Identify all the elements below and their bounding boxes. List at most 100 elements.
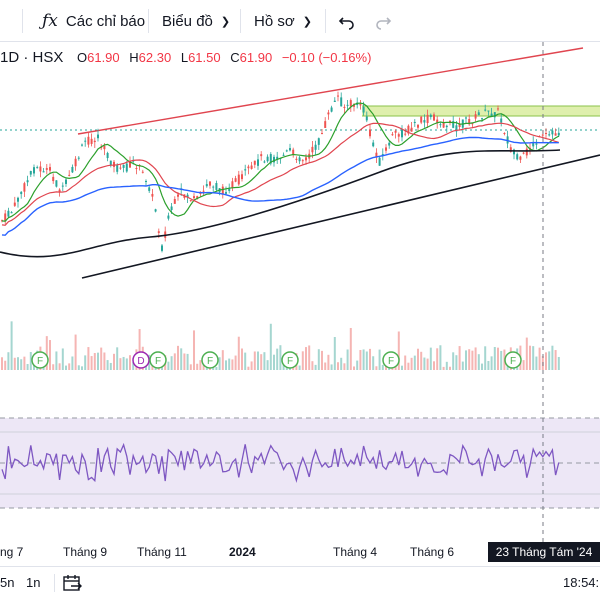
candle-body (81, 144, 83, 146)
toolbar-divider (22, 9, 23, 33)
volume-bar (193, 330, 195, 370)
candle-body (545, 132, 547, 134)
volume-bar (535, 356, 538, 370)
candle-body (234, 178, 237, 182)
volume-bar (417, 348, 419, 370)
candle-body (1, 220, 3, 222)
toolbar-divider (325, 9, 326, 33)
volume-bar (452, 352, 455, 370)
candle-body (426, 114, 429, 124)
volume-bar (269, 323, 272, 370)
candle-body (513, 149, 515, 155)
event-marker-f[interactable]: F (281, 351, 299, 369)
candle-body (189, 200, 192, 202)
fx-icon: ƒx (42, 11, 58, 31)
high-key: H (129, 50, 139, 65)
volume-bar (420, 351, 423, 370)
chart-type-label: Biểu đồ (162, 12, 213, 30)
candle-body (295, 158, 298, 160)
event-marker-d[interactable]: D (132, 351, 150, 369)
volume-bar (199, 360, 202, 370)
low-value: 61.50 (188, 50, 221, 65)
candle-body (241, 174, 243, 180)
candle-body (407, 125, 410, 134)
volume-bar (423, 357, 426, 370)
volume-bar (404, 355, 407, 370)
volume-bar (321, 350, 323, 370)
redo-button[interactable] (374, 0, 392, 42)
range-5d-button[interactable]: 5n (0, 575, 15, 590)
candle-body (157, 231, 160, 233)
volume-bar (61, 348, 64, 370)
event-marker-f[interactable]: F (31, 351, 49, 369)
volume-bar (97, 352, 99, 370)
svg-text:F: F (287, 356, 293, 367)
volume-bar (250, 361, 253, 370)
volume-bar (433, 361, 435, 370)
candle-body (385, 147, 387, 151)
candle-body (269, 154, 272, 164)
ma-blue-line (1, 136, 559, 236)
candle-body (439, 124, 442, 126)
candle-body (74, 158, 77, 167)
volume-bar (340, 357, 343, 370)
event-marker-f[interactable]: F (504, 351, 522, 369)
candle-body (205, 184, 208, 187)
volume-bar (129, 355, 131, 370)
price-chart[interactable]: F D F F F F F (0, 42, 600, 542)
volume-bar (189, 364, 192, 370)
volume-bar (45, 336, 48, 370)
candle-body (263, 161, 266, 163)
volume-bar (215, 366, 218, 370)
undo-icon (338, 17, 354, 30)
candle-body (404, 133, 407, 135)
indicators-button[interactable]: ƒx Các chỉ báo (42, 0, 145, 42)
candle-body (516, 154, 519, 160)
candle-body (449, 120, 451, 123)
candle-body (13, 202, 16, 206)
candle-body (244, 169, 247, 171)
calendar-icon[interactable] (62, 573, 82, 593)
ma-black-line (0, 149, 561, 258)
undo-button[interactable] (338, 0, 356, 42)
range-1m-button[interactable]: 1n (26, 575, 41, 590)
profile-button[interactable]: Hồ sơ ❯ (254, 0, 312, 42)
volume-bar (100, 347, 103, 370)
volume-bar (468, 349, 471, 370)
candle-body (36, 167, 39, 169)
candle-body (330, 107, 333, 112)
svg-text:F: F (388, 356, 394, 367)
candle-body (266, 156, 269, 162)
event-marker-f[interactable]: F (382, 351, 400, 369)
volume-bar (13, 357, 16, 370)
candle-body (4, 213, 7, 222)
volume-bar (122, 356, 125, 370)
time-axis-label: Tháng 6 (410, 545, 455, 559)
svg-text:F: F (207, 356, 213, 367)
candle-body (253, 160, 256, 165)
candle-body (151, 193, 154, 197)
candle-body (551, 130, 554, 135)
volume-bar (461, 361, 464, 370)
chart-type-button[interactable]: Biểu đồ ❯ (162, 0, 230, 42)
candle-body (173, 199, 176, 204)
candle-body (433, 114, 435, 121)
event-marker-f[interactable]: F (149, 351, 167, 369)
volume-bar (548, 351, 551, 370)
volume-bar (426, 358, 429, 370)
volume-bar (375, 366, 378, 370)
volume-bar (298, 365, 301, 370)
candle-body (132, 160, 135, 162)
volume-bar (116, 347, 119, 370)
symbol-label[interactable]: 1D · HSX (0, 49, 64, 66)
candle-body (221, 186, 224, 195)
volume-bar (221, 350, 224, 370)
close-key: C (230, 50, 240, 65)
event-marker-f[interactable]: F (201, 351, 219, 369)
volume-bar (429, 347, 432, 370)
volume-bar (266, 360, 269, 370)
bottom-bar: 5n 1n 18:54: (0, 566, 600, 600)
volume-bar (333, 336, 336, 370)
candle-body (20, 191, 23, 195)
volume-bar (308, 345, 311, 370)
